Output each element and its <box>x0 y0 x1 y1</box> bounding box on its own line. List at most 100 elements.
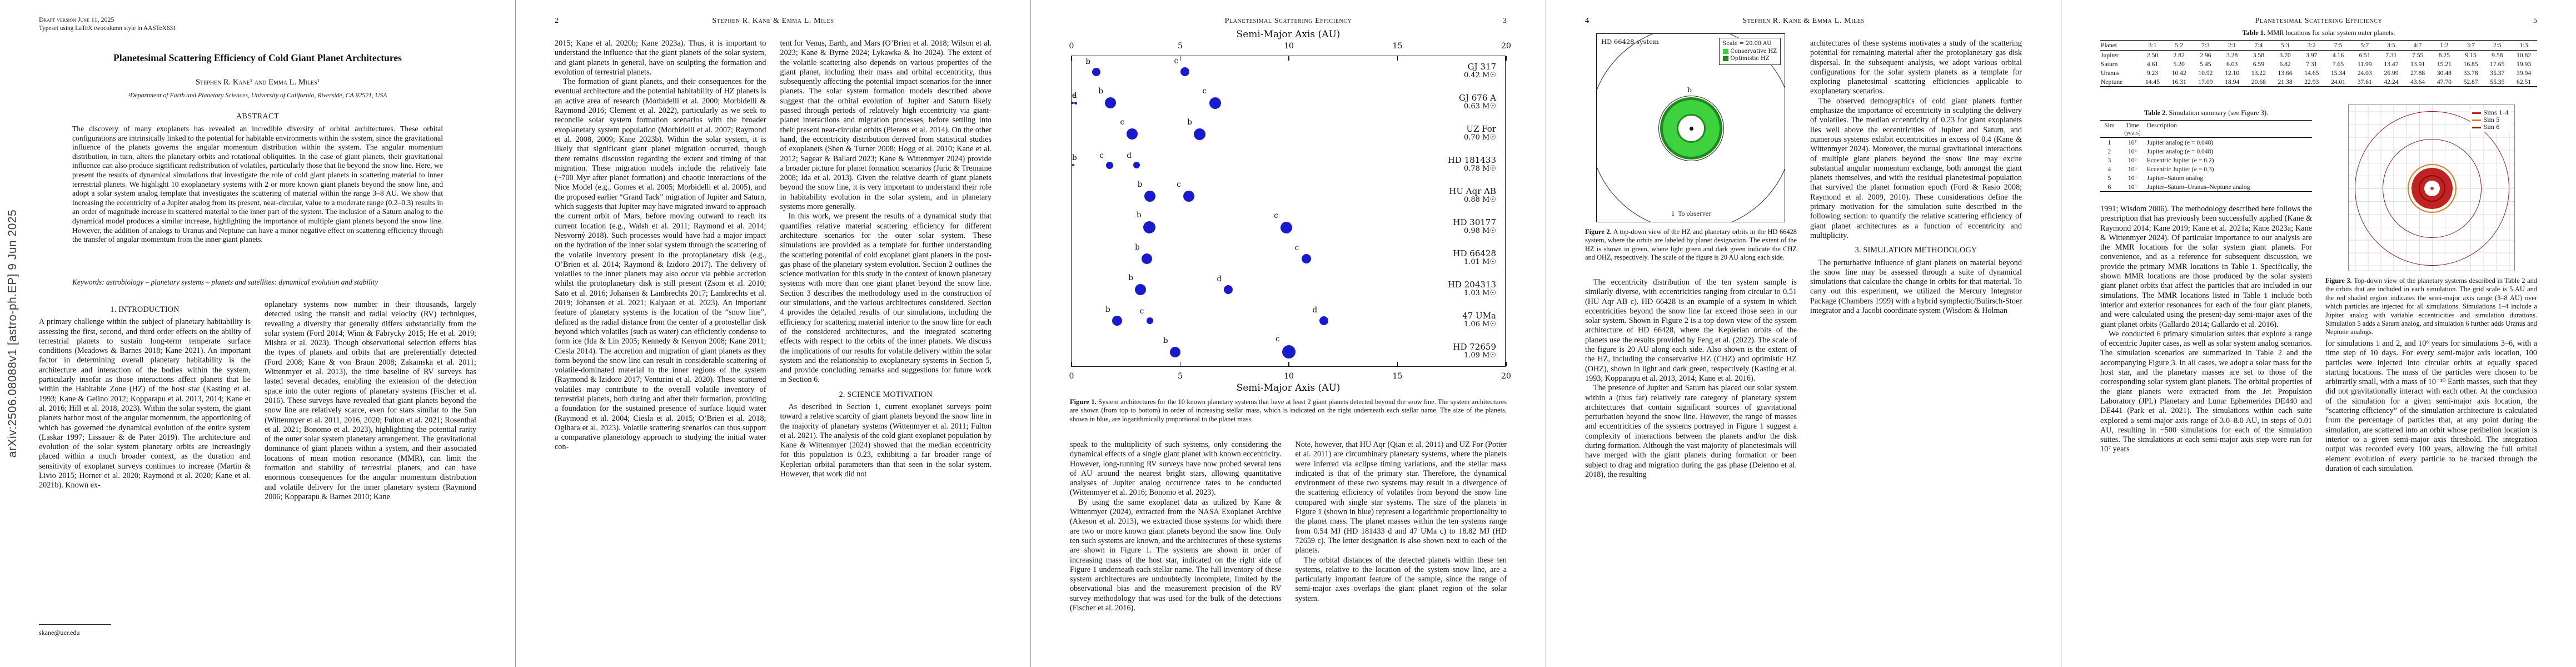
table-cell: 7.65 <box>2332 60 2344 68</box>
table-cell: 14.45 <box>2145 78 2160 86</box>
table-cell: Uranus <box>2101 69 2120 77</box>
table-cell: Neptune <box>2101 78 2123 86</box>
planet-letter: b <box>1098 87 1104 96</box>
planet-dot <box>1180 67 1190 76</box>
table-row: Neptune 14.45 16.31 17.09 18.94 20.68 21.38 22.… <box>2100 77 2537 87</box>
host-star-dot <box>1689 126 1693 131</box>
planet-dot <box>1133 162 1140 168</box>
planet-letter: d <box>1312 306 1318 315</box>
table-row: 6 10⁶ Jupiter–Saturn–Uranus–Neptune analog <box>2100 182 2312 192</box>
planet-letter: b <box>1105 305 1110 314</box>
system-name: HD 30177 <box>1453 217 1496 227</box>
planet-dot <box>1209 97 1221 109</box>
table-cell: 6.51 <box>2359 51 2370 59</box>
table-cell: 30.48 <box>2437 69 2452 77</box>
table-cell: 33.78 <box>2463 69 2478 77</box>
planet-letter: c <box>1177 180 1181 189</box>
axis-tick-label: 15 <box>1392 372 1403 381</box>
axis-tick <box>1397 56 1398 61</box>
column-left: speak to the multiplicity of such system… <box>1070 440 1282 636</box>
axis-tick-label: 0 <box>1069 42 1074 51</box>
table-row: Jupiter 2.50 2.82 2.96 3.28 3.58 3.70 3.97 4.16 6… <box>2100 51 2537 60</box>
table-cell: 9.58 <box>2492 51 2503 59</box>
planet-letter: e <box>1072 91 1077 100</box>
figure3-caption-label: Figure 3. <box>2325 277 2352 285</box>
table-cell: 18.94 <box>2225 78 2240 86</box>
planet-dot <box>1127 128 1138 140</box>
figure2-caption-text: A top-down view of the HZ and planetary … <box>1585 228 1797 262</box>
author-names: Stephen R. Kane¹ and Emma L. Miles¹ <box>195 78 320 87</box>
legend-line-swatch <box>2472 127 2482 128</box>
planet-letter: c <box>1294 243 1299 252</box>
figure1-caption: Figure 1. System architectures for the 1… <box>1070 398 1507 424</box>
axis-tick-label: 10 <box>1284 42 1294 51</box>
planet-dot <box>1072 164 1075 166</box>
legend-line-swatch <box>2472 112 2482 114</box>
figure2-system-label: HD 66428 system <box>1601 38 1659 46</box>
column-header: Sim <box>2104 122 2115 129</box>
body-paragraph: A primary challenge within the subject o… <box>39 317 251 490</box>
page3-columns: speak to the multiplicity of such system… <box>1070 440 1507 636</box>
system-name: HD 204313 <box>1447 280 1496 290</box>
table-cell: 2.96 <box>2200 51 2211 59</box>
system-name: HD 66428 <box>1453 248 1496 258</box>
table-cell: 24.01 <box>2330 78 2346 86</box>
body-paragraph: The presence of Jupiter and Saturn has p… <box>1585 384 1797 479</box>
body-paragraph: The formation of giant planets, and thei… <box>555 77 766 452</box>
axis-tick <box>1288 56 1289 61</box>
table-cell: 35.37 <box>2490 69 2505 77</box>
planet-dot <box>1183 191 1195 202</box>
typeset-line: Typeset using LaTeX twocolumn style in A… <box>39 25 176 32</box>
body-paragraph: architectures of these systems motivates… <box>1810 39 2022 96</box>
planet-dot <box>1223 285 1233 294</box>
stellar-mass: 0.70 M☉ <box>1463 133 1496 142</box>
table-cell: 13.47 <box>2384 60 2399 68</box>
page-number: 4 <box>1585 17 1589 25</box>
table-cell: 20.68 <box>2251 78 2266 86</box>
body-paragraph: 1991; Wisdom 2006). The methodology desc… <box>2100 205 2312 329</box>
stellar-mass: 1.03 M☉ <box>1463 289 1496 297</box>
column-right: tent for Venus, Earth, and Mars (O’Brien… <box>780 39 992 636</box>
planet-dot <box>1092 67 1101 76</box>
page-3: Planetesimal Scattering Efficiency 3 Sem… <box>1030 0 1546 667</box>
column-header: 5:7 <box>2360 42 2369 49</box>
body-paragraph: The observed demographics of cold giant … <box>1810 96 2022 240</box>
table-cell: 10⁶ <box>2127 183 2137 191</box>
column-left: The eccentricity distribution of the ten… <box>1585 278 1797 636</box>
section-heading: 3. SIMULATION METHODOLOGY <box>1855 246 1977 255</box>
column-header: 3:1 <box>2148 42 2157 49</box>
chz-label: Conservative HZ <box>1730 48 1777 54</box>
table-cell: 4 <box>2107 165 2111 173</box>
planet-dot <box>1106 161 1114 169</box>
table-cell: 43.64 <box>2410 78 2425 86</box>
column-left: 2015; Kane et al. 2020b; Kane 2023a). Th… <box>555 39 766 636</box>
axis-tick <box>1397 362 1398 366</box>
system-label: HD 66428 1.01 M☉ <box>1453 249 1496 267</box>
table-cell: 6.82 <box>2279 60 2291 68</box>
legend-row-chz: Conservative HZ <box>1722 48 1777 56</box>
system-label: GJ 676 A 0.63 M☉ <box>1459 93 1496 111</box>
planet-dot <box>1301 253 1311 263</box>
system-name: GJ 317 <box>1467 62 1496 72</box>
column-header: 5:3 <box>2281 42 2289 49</box>
draft-version-line: Draft version June 11, 2025 <box>39 16 114 23</box>
body-paragraph: As described in Section 1, current exopl… <box>780 402 992 479</box>
system-name: UZ For <box>1466 124 1496 134</box>
system-label: 47 UMa 1.06 M☉ <box>1462 311 1496 329</box>
system-label: UZ For 0.70 M☉ <box>1464 125 1496 142</box>
legend-row: Sim 5 <box>2472 117 2509 124</box>
table-row: 4 10⁶ Eccentric Jupiter (e = 0.3) <box>2100 165 2312 173</box>
star-dot <box>2430 187 2434 190</box>
table2-caption-label: Table 2. <box>2144 109 2168 117</box>
legend-row-ohz: Optimistic HZ <box>1722 55 1777 63</box>
table-cell: 7.31 <box>2385 51 2397 59</box>
table-cell: 12.10 <box>2225 69 2240 77</box>
axis-tick-label: 10 <box>1284 372 1294 381</box>
table-cell: 21.38 <box>2278 78 2293 86</box>
table2-caption-text: Simulation summary (see Figure 3). <box>2169 109 2269 117</box>
column-header: Planet <box>2101 42 2117 49</box>
body-paragraph: By using the same exoplanet data as util… <box>1070 497 1282 613</box>
planet-dot <box>1135 284 1147 295</box>
stellar-mass: 0.78 M☉ <box>1463 165 1496 173</box>
